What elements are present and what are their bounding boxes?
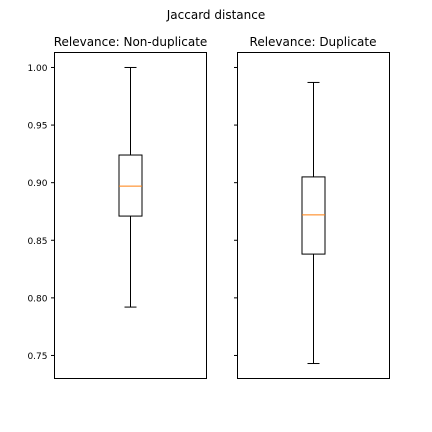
y-tick-label: 0.85 xyxy=(27,237,47,247)
y-tick-label: 0.75 xyxy=(27,352,47,362)
tick-marks xyxy=(51,66,238,356)
y-tick-label: 1.00 xyxy=(27,64,47,74)
box-iqr xyxy=(301,176,326,255)
y-tick-label: 0.90 xyxy=(27,179,47,189)
panel-title-non-duplicate: Relevance: Non-duplicate xyxy=(54,35,208,49)
y-tick-label: 0.80 xyxy=(27,294,47,304)
box-iqr xyxy=(118,154,143,217)
figure-title: Jaccard distance xyxy=(166,8,265,22)
y-axis: 0.75 0.80 0.85 0.90 0.95 1.00 xyxy=(27,64,47,362)
y-tick-label: 0.95 xyxy=(27,122,47,132)
boxplots xyxy=(118,66,326,365)
plot-frame-non-duplicate xyxy=(54,52,207,379)
plot-frame-duplicate xyxy=(237,52,390,379)
panel-title-duplicate: Relevance: Duplicate xyxy=(250,35,377,49)
